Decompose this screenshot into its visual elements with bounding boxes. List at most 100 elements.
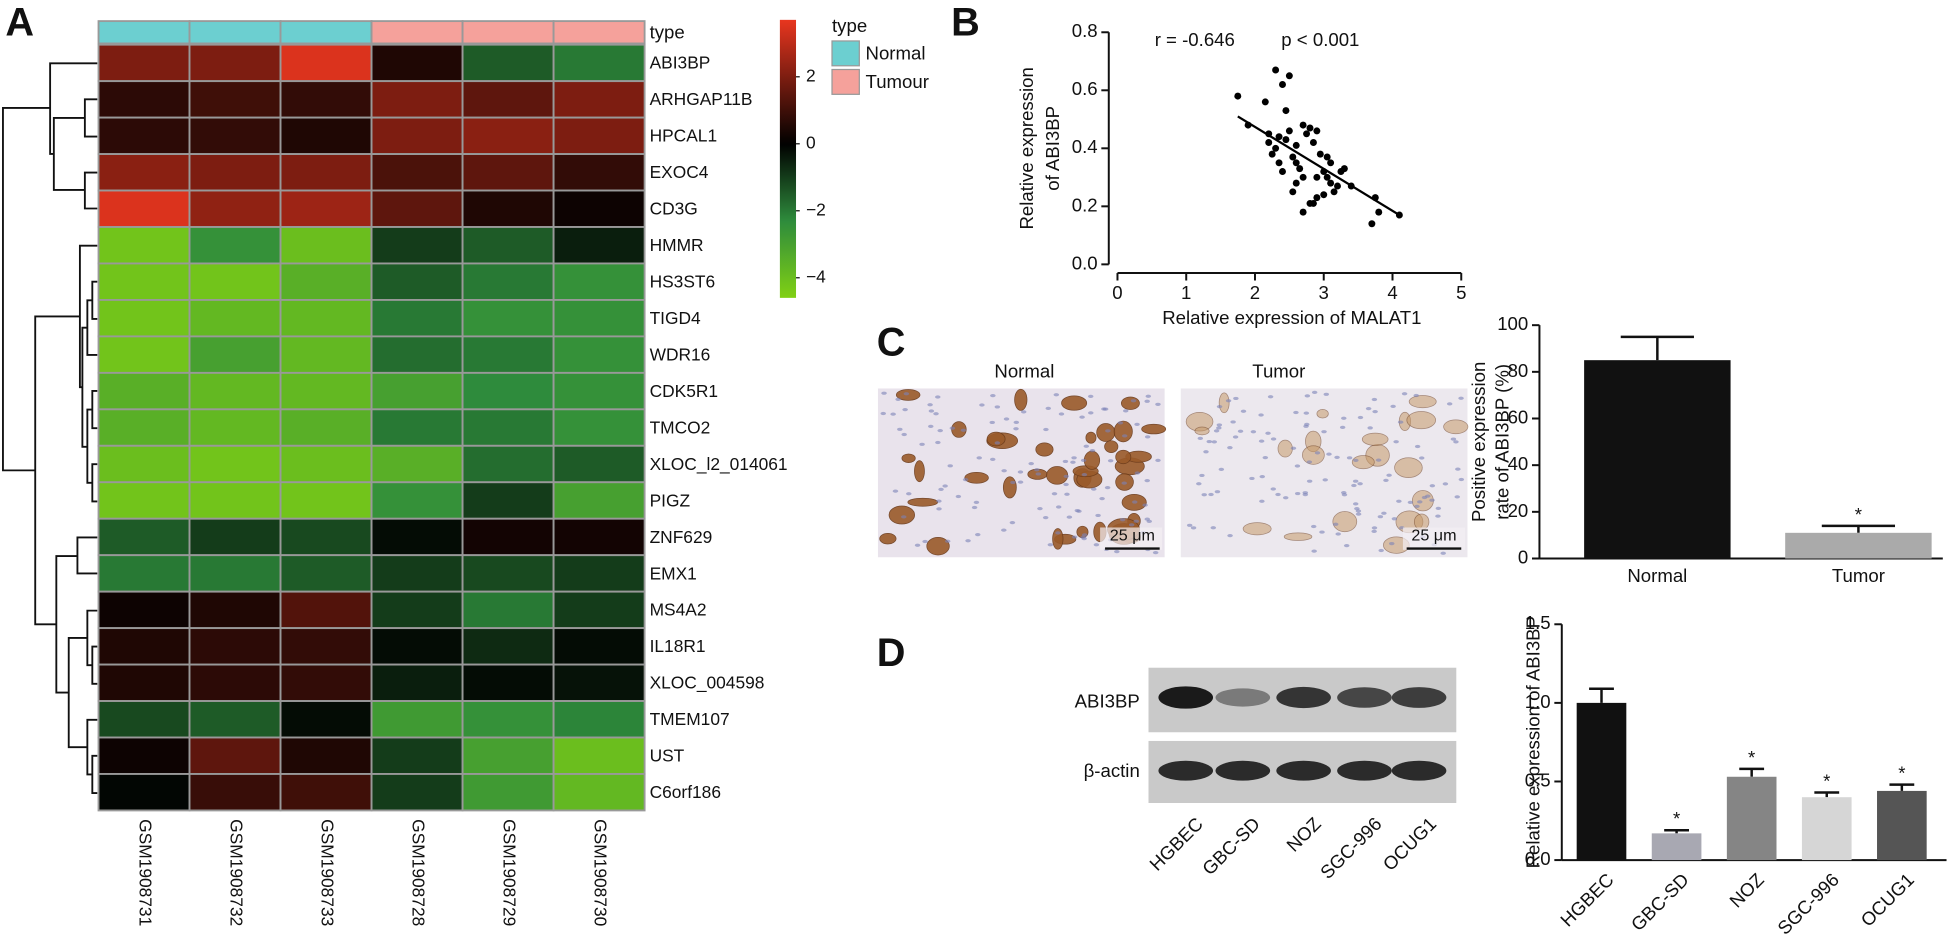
point bbox=[1299, 121, 1307, 129]
significance-mark: * bbox=[1855, 504, 1862, 525]
nucleus bbox=[1099, 497, 1105, 501]
nucleus bbox=[897, 427, 903, 431]
heatmap-cell bbox=[188, 590, 282, 630]
point bbox=[1289, 153, 1297, 161]
nucleus bbox=[1142, 503, 1148, 507]
micrograph-label: Tumor bbox=[1252, 360, 1305, 381]
nucleus bbox=[1314, 451, 1321, 455]
nucleus bbox=[1294, 491, 1301, 496]
annotation-cell bbox=[461, 20, 555, 45]
heatmap-cell bbox=[461, 554, 555, 593]
nucleus bbox=[962, 477, 969, 482]
heatmap-cell bbox=[97, 408, 191, 447]
heatmap-cell bbox=[97, 590, 191, 630]
annotation-label: type bbox=[650, 21, 685, 42]
blot-bands bbox=[1158, 686, 1447, 781]
significance-mark: * bbox=[1823, 770, 1830, 791]
nucleus bbox=[1230, 420, 1236, 424]
heatmap-cell bbox=[188, 226, 282, 265]
heatmap-cell bbox=[461, 80, 555, 119]
row-label: IL18R1 bbox=[650, 636, 706, 656]
nucleus bbox=[1009, 520, 1016, 525]
nucleus bbox=[994, 441, 1001, 445]
nucleus bbox=[928, 409, 935, 413]
nucleus bbox=[1417, 500, 1423, 504]
nucleus bbox=[1087, 394, 1094, 399]
nucleus bbox=[1458, 477, 1465, 482]
heatmap-cell bbox=[552, 226, 646, 265]
cell-blob bbox=[1332, 511, 1358, 533]
point bbox=[1309, 199, 1317, 207]
nucleus bbox=[1435, 514, 1441, 518]
heatmap-cell bbox=[461, 517, 555, 557]
nucleus bbox=[1354, 507, 1360, 511]
nucleus bbox=[1353, 458, 1359, 462]
heatmap-cell bbox=[279, 226, 373, 265]
nucleus bbox=[880, 411, 886, 416]
heatmap-cell bbox=[279, 299, 373, 338]
point bbox=[1282, 136, 1290, 144]
heatmap-cell bbox=[370, 627, 464, 666]
nucleus bbox=[1216, 404, 1223, 409]
nucleus bbox=[1213, 429, 1220, 433]
column-label: GSM1908733 bbox=[317, 819, 337, 926]
x-axis-label: Relative expression of MALAT1 bbox=[1162, 307, 1421, 328]
cell-blob bbox=[1083, 450, 1101, 470]
significance-mark: * bbox=[1748, 747, 1755, 768]
nucleus bbox=[1371, 526, 1378, 530]
nucleus bbox=[1453, 440, 1459, 444]
heatmap-cell bbox=[279, 371, 373, 411]
nucleus bbox=[960, 428, 967, 432]
row-label: TMCO2 bbox=[650, 417, 711, 437]
colorbar-tick-label: −4 bbox=[806, 266, 826, 286]
point bbox=[1282, 107, 1290, 115]
row-label: TIGD4 bbox=[650, 308, 701, 328]
nucleus bbox=[1407, 500, 1414, 505]
nucleus bbox=[1377, 515, 1384, 519]
nucleus bbox=[1421, 495, 1428, 500]
point bbox=[1313, 173, 1321, 181]
nucleus bbox=[1121, 481, 1127, 485]
cell-blob bbox=[1443, 419, 1469, 435]
nucleus bbox=[1134, 471, 1141, 475]
nucleus bbox=[1413, 393, 1419, 398]
blot-band bbox=[1337, 687, 1392, 708]
heatmap-cell bbox=[97, 481, 191, 520]
nucleus bbox=[1259, 499, 1265, 503]
heatmap-cell bbox=[279, 408, 373, 447]
nucleus bbox=[971, 505, 978, 510]
nucleus bbox=[938, 487, 944, 492]
heatmap-cell bbox=[188, 371, 282, 411]
cell-blob bbox=[926, 537, 950, 556]
nucleus bbox=[1440, 551, 1446, 555]
heatmap-cell bbox=[370, 517, 464, 557]
heatmap-cell bbox=[370, 299, 464, 338]
point bbox=[1292, 159, 1300, 167]
nucleus bbox=[1216, 423, 1223, 427]
nucleus bbox=[975, 532, 981, 537]
nucleus bbox=[942, 484, 948, 488]
nucleus bbox=[1055, 505, 1062, 509]
nucleus bbox=[1442, 482, 1449, 486]
heatmap-cell bbox=[461, 773, 555, 812]
nucleus bbox=[1010, 480, 1016, 485]
heatmap-cell bbox=[279, 262, 373, 301]
cell-blob bbox=[1361, 432, 1389, 446]
nucleus bbox=[1341, 416, 1347, 420]
nucleus bbox=[1270, 437, 1277, 441]
heatmap-cell bbox=[461, 43, 555, 83]
blot-band bbox=[1158, 760, 1214, 781]
nucleus bbox=[1352, 479, 1359, 483]
heatmap-cell bbox=[279, 590, 373, 630]
y-tick-label: 0.0 bbox=[1072, 252, 1098, 273]
heatmap-cell bbox=[279, 517, 373, 557]
nucleus bbox=[1365, 407, 1372, 411]
row-label: TMEM107 bbox=[650, 709, 730, 729]
blot-band bbox=[1276, 686, 1331, 709]
nucleus bbox=[1208, 492, 1214, 497]
nucleus bbox=[1311, 549, 1317, 553]
nucleus bbox=[1017, 470, 1024, 474]
heatmap-cell bbox=[188, 80, 282, 119]
nucleus bbox=[1196, 482, 1202, 486]
